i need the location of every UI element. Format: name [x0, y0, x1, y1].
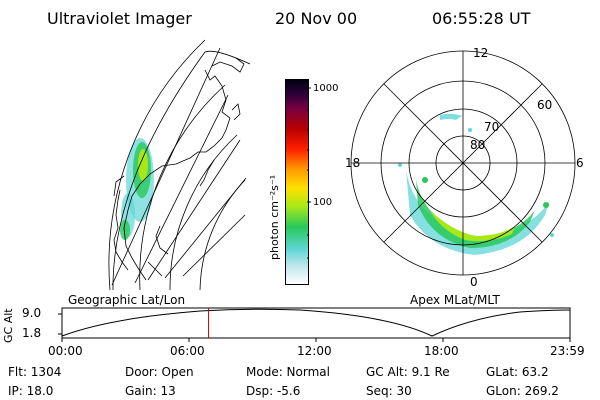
- timeline-ytick-top: 9.0: [22, 306, 42, 320]
- date-label: 20 Nov 00: [275, 9, 358, 28]
- time-label: 06:55:28 UT: [432, 9, 531, 28]
- timeline-right-title: Apex MLat/MLT: [410, 293, 500, 307]
- timeline-xtick-0600: 06:00: [170, 344, 205, 358]
- mlat-label-60: 60: [537, 98, 553, 112]
- instrument-title: Ultraviolet Imager: [47, 9, 192, 28]
- gc-alt-curve: [61, 308, 571, 337]
- flight-readout: Flt: 1304: [8, 365, 62, 379]
- mlat-label-80: 80: [470, 138, 486, 152]
- mode-readout: Mode: Normal: [246, 365, 330, 379]
- mlt-label-12: 12: [473, 46, 489, 60]
- timeline-xtick-0000: 00:00: [48, 344, 83, 358]
- timeline-xtick-1800: 18:00: [424, 344, 459, 358]
- timeline-xtick-1200: 12:00: [297, 344, 332, 358]
- ip-readout: IP: 18.0: [8, 384, 54, 398]
- mlat-label-70: 70: [484, 120, 500, 134]
- mlt-label-18: 18: [345, 156, 361, 170]
- timeline-xtick-2359: 23:59: [550, 344, 585, 358]
- colorbar: [285, 79, 309, 285]
- timeline-left-title: Geographic Lat/Lon: [68, 293, 186, 307]
- glat-readout: GLat: 63.2: [486, 365, 549, 379]
- colorbar-tick-100: 100: [313, 197, 333, 208]
- door-readout: Door: Open: [125, 365, 194, 379]
- polar-aurora: [398, 113, 554, 255]
- dsp-readout: Dsp: -5.6: [246, 384, 301, 398]
- mlt-label-0: 0: [470, 275, 478, 289]
- colorbar-tick-1000: 1000: [313, 83, 339, 94]
- seq-readout: Seq: 30: [366, 384, 412, 398]
- gain-readout: Gain: 13: [125, 384, 176, 398]
- timeline-ytick-bottom: 1.8: [22, 326, 42, 340]
- gc-alt-readout: GC Alt: 9.1 Re: [366, 365, 450, 379]
- glon-readout: GLon: 269.2: [486, 384, 559, 398]
- mlt-label-6: 6: [576, 156, 584, 170]
